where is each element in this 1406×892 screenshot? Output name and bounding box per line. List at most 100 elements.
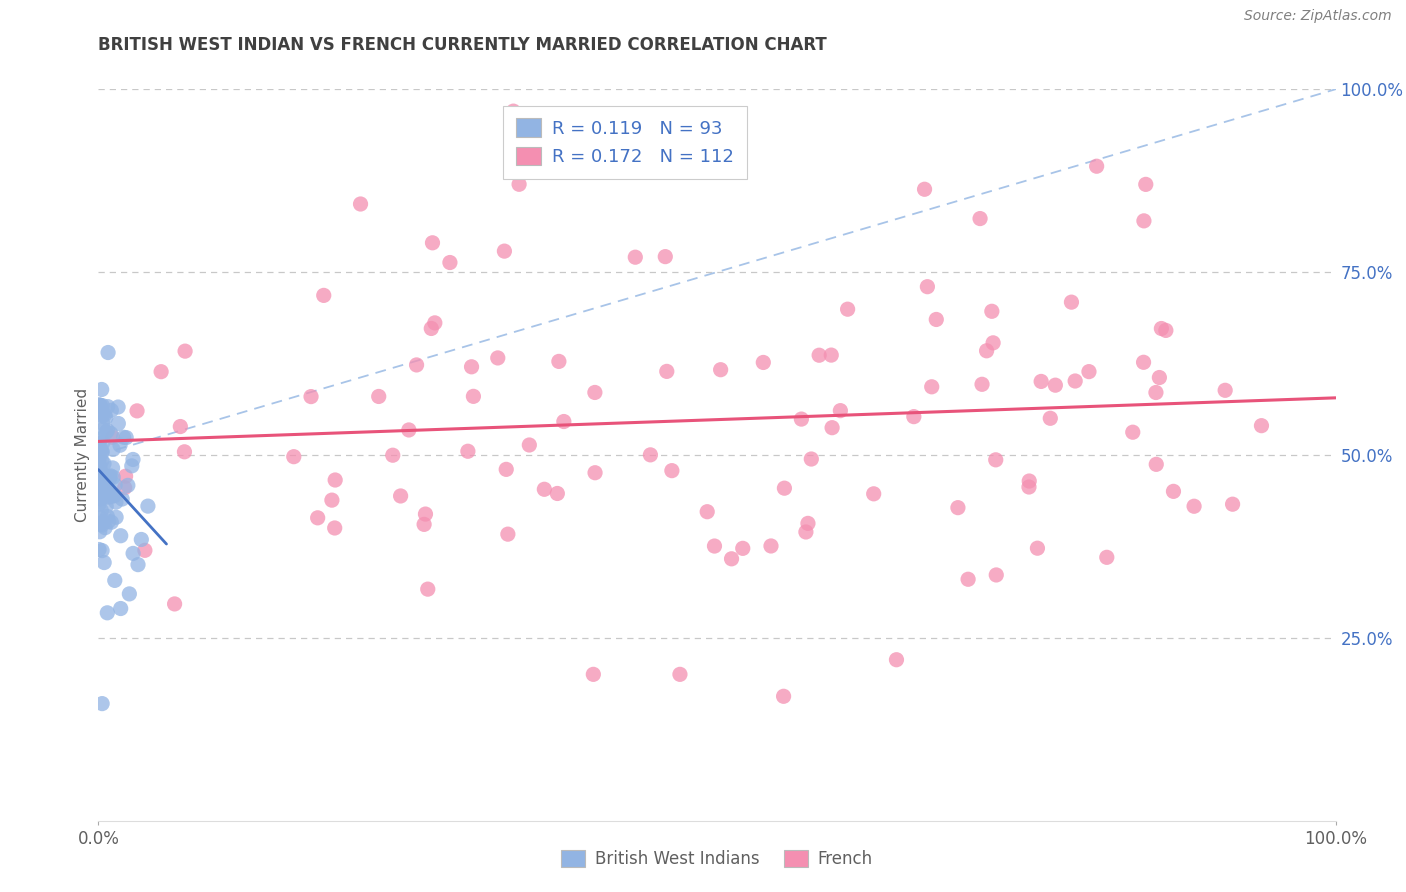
Point: [1026, 541, 1049, 556]
Point: [91, 445, 114, 459]
Point: [582, 667, 605, 681]
Point: [91, 423, 114, 437]
Point: [117, 478, 139, 492]
Point: [89, 458, 111, 473]
Point: [122, 452, 145, 467]
Point: [89, 491, 111, 506]
Point: [96, 424, 118, 438]
Point: [89, 436, 111, 450]
Point: [100, 515, 122, 529]
Point: [100, 469, 122, 483]
Point: [94, 483, 117, 497]
Point: [921, 380, 943, 394]
Point: [101, 461, 124, 475]
Point: [533, 483, 555, 497]
Point: [101, 430, 124, 444]
Point: [914, 182, 936, 196]
Point: [89, 524, 111, 539]
Point: [100, 426, 122, 441]
Point: [163, 597, 186, 611]
Point: [101, 488, 124, 502]
Point: [312, 288, 335, 302]
Point: [1149, 370, 1171, 384]
Point: [90, 404, 112, 418]
Point: [420, 321, 443, 335]
Point: [96, 606, 118, 620]
Point: [321, 493, 343, 508]
Point: [97, 490, 120, 504]
Point: [980, 304, 1002, 318]
Point: [97, 400, 120, 414]
Text: Source: ZipAtlas.com: Source: ZipAtlas.com: [1244, 9, 1392, 23]
Point: [100, 403, 122, 417]
Point: [381, 448, 404, 462]
Point: [93, 457, 115, 471]
Point: [323, 521, 346, 535]
Point: [969, 211, 991, 226]
Point: [925, 312, 948, 326]
Point: [91, 515, 114, 529]
Point: [97, 514, 120, 528]
Point: [150, 365, 173, 379]
Point: [89, 484, 111, 499]
Point: [103, 489, 125, 503]
Point: [1060, 295, 1083, 310]
Point: [101, 442, 124, 457]
Point: [1018, 480, 1040, 494]
Point: [794, 524, 817, 539]
Point: [583, 385, 606, 400]
Point: [1144, 385, 1167, 400]
Point: [127, 558, 149, 572]
Point: [125, 404, 148, 418]
Point: [91, 486, 114, 500]
Point: [413, 517, 436, 532]
Point: [91, 444, 114, 458]
Point: [1031, 375, 1053, 389]
Point: [90, 466, 112, 480]
Point: [661, 464, 683, 478]
Point: [553, 415, 575, 429]
Point: [820, 348, 842, 362]
Point: [1135, 178, 1157, 192]
Point: [405, 358, 427, 372]
Point: [772, 690, 794, 704]
Point: [759, 539, 782, 553]
Point: [976, 343, 998, 358]
Point: [790, 412, 813, 426]
Point: [87, 480, 110, 494]
Point: [1133, 214, 1156, 228]
Point: [862, 487, 884, 501]
Point: [90, 454, 112, 468]
Point: [89, 461, 111, 475]
Point: [349, 197, 371, 211]
Point: [821, 420, 844, 434]
Point: [98, 471, 121, 485]
Point: [703, 539, 725, 553]
Point: [104, 478, 127, 492]
Point: [91, 417, 114, 431]
Point: [984, 452, 1007, 467]
Point: [91, 399, 114, 413]
Point: [299, 390, 322, 404]
Point: [986, 568, 1008, 582]
Point: [96, 509, 118, 524]
Point: [96, 425, 118, 439]
Point: [173, 445, 195, 459]
Point: [90, 503, 112, 517]
Point: [115, 431, 138, 445]
Point: [654, 250, 676, 264]
Point: [131, 533, 153, 547]
Point: [89, 481, 111, 495]
Point: [1163, 484, 1185, 499]
Point: [495, 462, 517, 476]
Point: [105, 510, 128, 524]
Point: [91, 697, 114, 711]
Point: [103, 470, 125, 484]
Point: [118, 587, 141, 601]
Point: [87, 398, 110, 412]
Point: [91, 518, 114, 533]
Point: [107, 400, 129, 414]
Point: [655, 364, 678, 378]
Point: [583, 466, 606, 480]
Point: [494, 244, 516, 259]
